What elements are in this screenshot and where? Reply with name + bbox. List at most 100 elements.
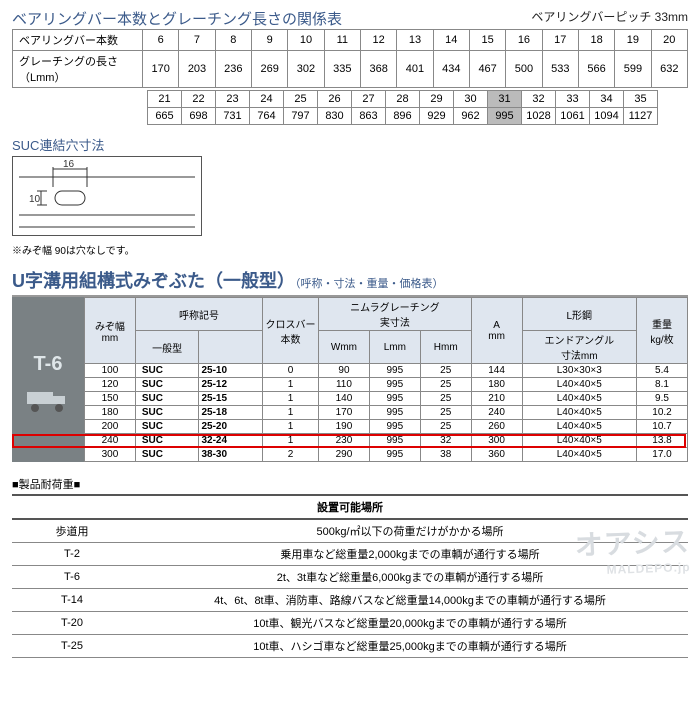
h: 一般型 [135,331,199,364]
cell: 269 [251,51,287,88]
cell: 32-24 [199,434,263,448]
cell: 25 [420,420,471,434]
cell: 995 [369,434,420,448]
cell: 260 [471,420,522,434]
h: 実寸法 [380,318,410,329]
cell: L40×40×5 [522,420,636,434]
cell: 300 [85,448,136,462]
row-label: グレーチングの長さ（Lmm） [13,51,143,88]
cell: 1 [263,434,319,448]
cell: 25-18 [199,406,263,420]
h: 呼称記号 [135,298,262,331]
h: みぞ幅 [95,322,125,333]
table-row: 200SUC25-20119099525260L40×40×510.7 [85,420,688,434]
cell: 100 [85,364,136,378]
table-row: 150SUC25-15114099525210L40×40×59.5 [85,392,688,406]
table-row: 300SUC38-30229099538360L40×40×517.0 [85,448,688,462]
cell: 170 [319,406,370,420]
cell: 797 [284,108,318,125]
cell: 230 [319,434,370,448]
cell: T-6 [12,566,132,589]
cell: 434 [433,51,469,88]
cell: 995 [369,378,420,392]
cell: SUC [135,448,199,462]
cell: 170 [143,51,179,88]
cell: 335 [324,51,360,88]
cell: 110 [319,378,370,392]
cell: 26 [318,91,352,108]
cell: 13.8 [637,434,688,448]
cell: 15 [469,30,505,51]
cell: 6 [143,30,179,51]
cell: 144 [471,364,522,378]
cell: 995 [369,364,420,378]
cell: 1127 [624,108,658,125]
cell: 566 [578,51,614,88]
cell: 31 [488,91,522,108]
cell: 7 [179,30,215,51]
cell: 34 [590,91,624,108]
cell: 401 [397,51,433,88]
cell: 10.2 [637,406,688,420]
cell: 12 [360,30,396,51]
cell: 27 [352,91,386,108]
table1-upper: ベアリングバー本数67891011121314151617181920 グレーチ… [12,29,688,88]
cell: 25-20 [199,420,263,434]
cell: L40×40×5 [522,434,636,448]
cell: 1094 [590,108,624,125]
cell: 995 [369,406,420,420]
table1-lower: 212223242526272829303132333435 665698731… [147,90,658,125]
cell: 533 [542,51,578,88]
cell: L40×40×5 [522,406,636,420]
cell: 120 [85,378,136,392]
cell: 25 [420,364,471,378]
cell: 24 [250,91,284,108]
suc-label: SUC連結穴寸法 [12,135,688,154]
table-row: T-2乗用車など総重量2,000kgまでの車輌が通行する場所 [12,543,688,566]
cell: 25-10 [199,364,263,378]
cell: 18 [578,30,614,51]
cell: T-14 [12,589,132,612]
suc-diagram: 16 10 [12,156,202,236]
h [199,331,263,364]
cell: 240 [471,406,522,420]
cell: T-25 [12,635,132,658]
cell: 1 [263,392,319,406]
cell: 21 [148,91,182,108]
svg-text:16: 16 [63,159,75,170]
cell: 25 [284,91,318,108]
cell: 10t車、観光バスなど総重量20,000kgまでの車輌が通行する場所 [132,612,688,635]
cell: 13 [397,30,433,51]
cell: 500kg/㎡以下の荷重だけがかかる場所 [132,519,688,543]
cell: 995 [369,448,420,462]
cell: 32 [420,434,471,448]
cell: 360 [471,448,522,462]
cell: 467 [469,51,505,88]
load-table: 設置可能場所 歩道用500kg/㎡以下の荷重だけがかかる場所T-2乗用車など総重… [12,494,688,658]
h: L形鋼 [566,311,592,322]
h: エンドアングル [544,336,614,347]
cell: 5.4 [637,364,688,378]
cell: 995 [488,108,522,125]
cell: SUC [135,420,199,434]
cell: 190 [319,420,370,434]
cell: SUC [135,406,199,420]
cell: 995 [369,392,420,406]
suc-note: ※みぞ幅 90は穴なしです。 [12,242,688,257]
title2-main: U字溝用組構式みぞぶた（一般型） [12,271,295,291]
truck-icon [25,384,71,414]
cell: 1 [263,406,319,420]
cell: 896 [386,108,420,125]
cell: 25 [420,406,471,420]
cell: 150 [85,392,136,406]
cell: 599 [615,51,651,88]
cell: 90 [319,364,370,378]
cell: 203 [179,51,215,88]
load-title: ■製品耐荷重■ [12,476,688,492]
table-row: T-144t、6t、8t車、消防車、路線バスなど総重量14,000kgまでの車輌… [12,589,688,612]
cell: 28 [386,91,420,108]
cell: 20 [651,30,687,51]
cell: 17 [542,30,578,51]
row-label: ベアリングバー本数 [13,30,143,51]
load-header: 設置可能場所 [12,495,688,519]
